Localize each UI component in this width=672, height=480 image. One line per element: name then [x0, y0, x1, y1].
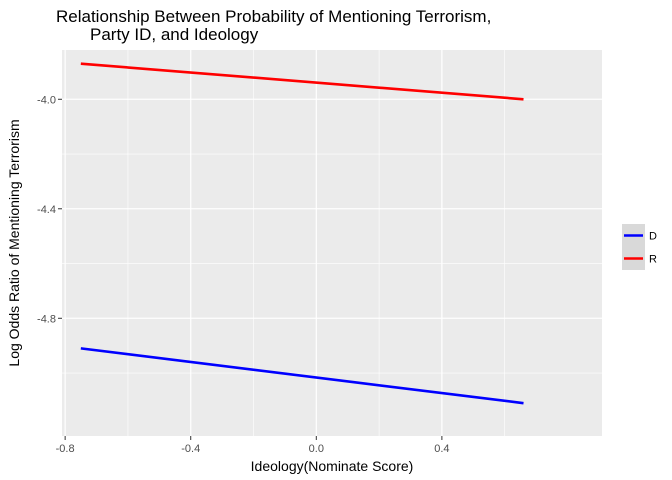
- y-tick-labels: -4.0 -4.4 -4.8: [37, 94, 56, 325]
- y-axis-title: Log Odds Ratio of Mentioning Terrorism: [6, 119, 22, 366]
- grid-major: [62, 50, 602, 436]
- x-tick-label: -0.8: [56, 443, 75, 455]
- y-tick-label: -4.8: [37, 313, 56, 325]
- legend-item-r: R: [622, 247, 657, 270]
- plot-panel: [62, 50, 602, 436]
- legend: DR: [622, 224, 657, 270]
- series-lines: [80, 62, 524, 405]
- x-tick-label: -0.4: [181, 443, 200, 455]
- x-tick-labels: -0.8 -0.4 0.0 0.4: [56, 443, 450, 455]
- series-line-r: [80, 62, 524, 101]
- x-axis-title: Ideology(Nominate Score): [251, 458, 414, 474]
- chart-title-line-1: Relationship Between Probability of Ment…: [56, 7, 491, 26]
- y-tick-label: -4.4: [37, 204, 56, 216]
- grid-minor: [62, 50, 602, 436]
- chart-title-line-2: Party ID, and Ideology: [90, 25, 259, 44]
- series-line-d: [80, 347, 524, 405]
- y-tick-label: -4.0: [37, 94, 56, 106]
- legend-item-d: D: [622, 224, 657, 247]
- x-tick-label: 0.4: [434, 443, 449, 455]
- axis-ticks: [58, 98, 443, 440]
- legend-label: D: [649, 231, 657, 243]
- chart-title: Relationship Between Probability of Ment…: [56, 7, 491, 44]
- x-tick-label: 0.0: [309, 443, 324, 455]
- legend-label: R: [649, 254, 657, 266]
